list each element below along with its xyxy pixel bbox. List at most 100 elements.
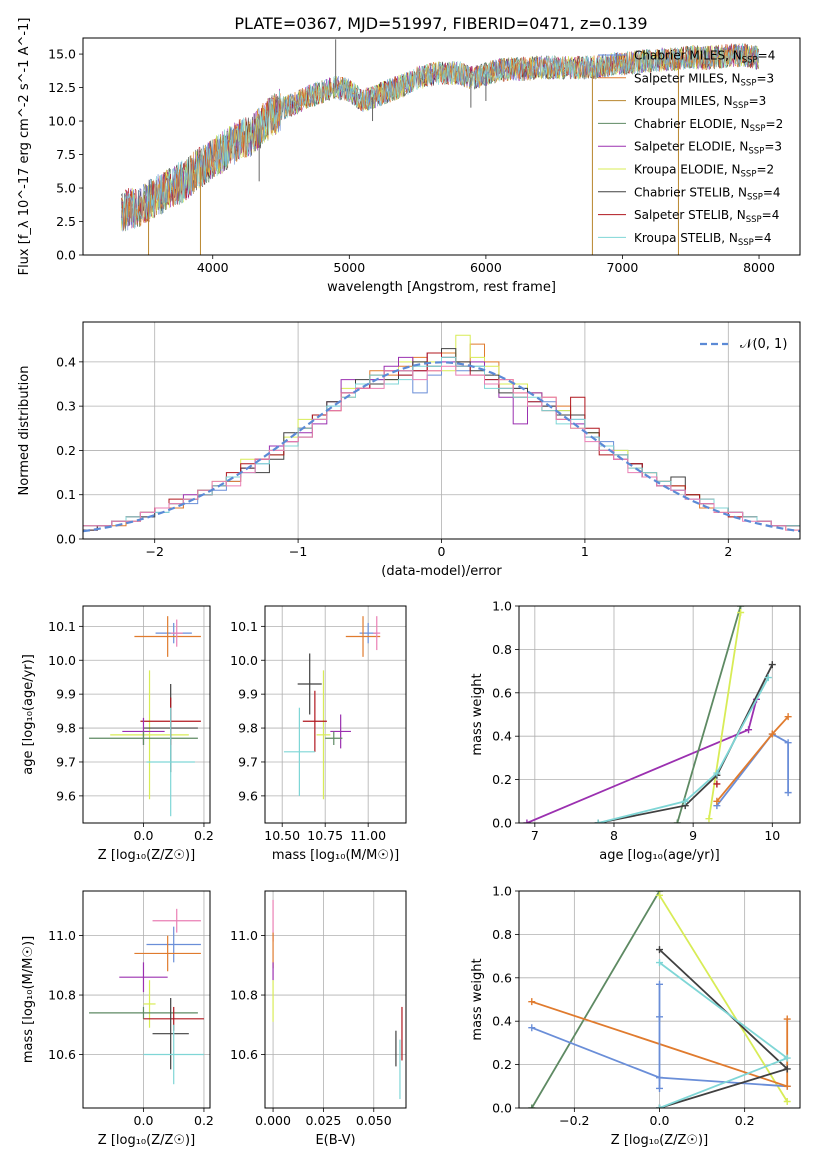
y-tick-label: 0.0 — [492, 1101, 512, 1116]
plot-area — [519, 891, 800, 1108]
weight-marker — [656, 959, 663, 967]
y-tick-label: 10.8 — [230, 988, 258, 1003]
x-axis-label: age [log₁₀(age/yr)] — [599, 848, 720, 863]
weight-marker — [523, 819, 531, 823]
y-tick-label: 7.5 — [56, 147, 76, 162]
y-tick-label: 0.6 — [492, 970, 512, 985]
legend-count: =4 — [758, 49, 776, 63]
y-tick-label: 0.4 — [492, 729, 512, 744]
x-tick-label: 5000 — [333, 260, 365, 275]
axes-frame — [82, 605, 211, 824]
weight-line-kroupa-elodie — [708, 612, 742, 819]
y-tick-label: 10.6 — [48, 1047, 76, 1062]
x-tick-label: 0.0 — [650, 1113, 670, 1128]
y-tick-label: 10.0 — [230, 653, 258, 668]
weight-marker — [784, 739, 792, 747]
axes-frame — [82, 890, 211, 1109]
panel-5: 7 8 9 10 0.0 0.2 0.4 0.6 0.8 1.0 age [log₁₀(age/yr… — [470, 599, 801, 863]
weight-marker — [656, 946, 663, 954]
y-tick-label: 0.2 — [56, 443, 76, 458]
x-axis-label: wavelength [Angstrom, rest frame] — [327, 280, 556, 295]
x-tick-label: 11.00 — [350, 828, 386, 843]
panel-1: 4000 5000 6000 7000 8000 0.0 2.5 5.0 7.5 10.0 12.5… — [17, 18, 801, 295]
x-tick-label: 0.025 — [306, 1113, 342, 1128]
x-tick-label: 1 — [581, 544, 589, 559]
x-tick-label: 8 — [610, 828, 618, 843]
weight-marker — [656, 980, 663, 988]
legend-count: =3 — [756, 71, 774, 85]
legend-subscript: SSP — [741, 170, 757, 180]
y-tick-label: 0.0 — [56, 532, 76, 547]
weight-marker — [783, 1015, 791, 1023]
weight-marker — [783, 1097, 791, 1105]
y-tick-label: 5.0 — [56, 181, 76, 196]
x-tick-label: 7 — [531, 828, 539, 843]
panel-4: 10.50 10.75 11.00 9.6 9.7 9.8 9.9 10.0 10.1 mass … — [230, 605, 407, 863]
legend-label: Kroupa STELIB, NSSP=4 — [634, 231, 772, 248]
y-tick-label: 10.1 — [48, 619, 76, 634]
legend-count: =2 — [766, 117, 784, 131]
legend-label: Salpeter STELIB, NSSP=4 — [634, 208, 779, 225]
panel-6: 0.0 0.2 10.6 10.8 11.0 Z [log₁₀(Z/Z☉)] mass [l… — [21, 890, 214, 1148]
y-tick-label: 9.6 — [56, 788, 76, 803]
x-tick-label: 0.0 — [134, 828, 154, 843]
y-tick-label: 9.8 — [238, 721, 258, 736]
y-tick-label: 10.0 — [48, 653, 76, 668]
weight-marker — [784, 789, 792, 797]
weight-marker — [673, 819, 681, 823]
x-tick-label: 0.000 — [255, 1113, 291, 1128]
weight-marker — [656, 891, 663, 899]
normal-pdf-curve — [83, 361, 800, 533]
x-tick-label: 0.0 — [134, 1113, 154, 1128]
y-axis-label: mass weight — [470, 673, 485, 755]
y-tick-label: 10.1 — [230, 619, 258, 634]
y-tick-label: 15.0 — [48, 47, 76, 62]
axes-frame — [264, 890, 407, 1109]
plot-area — [120, 39, 760, 255]
weight-marker — [528, 1104, 536, 1108]
legend-count: =4 — [763, 185, 781, 199]
x-tick-label: 10 — [764, 828, 780, 843]
axes-frame — [264, 605, 407, 824]
weight-marker — [656, 1013, 663, 1021]
weight-marker — [713, 797, 721, 805]
x-tick-label: 6000 — [470, 260, 502, 275]
plot-area — [83, 606, 210, 823]
y-tick-label: 0.8 — [492, 927, 512, 942]
weight-marker — [656, 1084, 663, 1092]
y-axis-label: mass weight — [470, 958, 485, 1040]
legend-label: Salpeter MILES, NSSP=3 — [634, 71, 774, 88]
y-tick-label: 9.6 — [238, 788, 258, 803]
x-axis-label: (data-model)/error — [381, 564, 502, 579]
y-tick-label: 0.3 — [56, 399, 76, 414]
y-tick-label: 1.0 — [492, 599, 512, 614]
x-tick-label: 0.2 — [194, 828, 214, 843]
axes-frame — [518, 605, 801, 824]
weight-line-kroupa-stelib — [658, 961, 790, 1108]
weight-line-kroupa-stelib — [597, 677, 770, 823]
weight-line-salpeter-elodie — [526, 699, 758, 823]
weight-marker — [768, 661, 776, 669]
y-tick-label: 9.8 — [56, 721, 76, 736]
y-tick-label: 0.2 — [492, 772, 512, 787]
weight-marker — [713, 769, 721, 777]
plot-area — [265, 606, 406, 823]
x-axis-label: E(B-V) — [315, 1133, 355, 1148]
legend-label: 𝒩(0, 1) — [740, 337, 787, 352]
y-tick-label: 0.2 — [492, 1057, 512, 1072]
x-tick-label: −1 — [289, 544, 307, 559]
panel-8: −0.2 0.0 0.2 0.0 0.2 0.4 0.6 0.8 1.0 Z [log₁₀(Z/Z… — [470, 884, 801, 1148]
x-tick-label: 0.2 — [735, 1113, 755, 1128]
panel-7: 0.000 0.025 0.050 10.6 10.8 11.0 E(B-V) — [230, 890, 407, 1148]
legend-label: Salpeter ELODIE, NSSP=3 — [634, 140, 782, 157]
plot-area — [83, 322, 800, 539]
y-tick-label: 9.7 — [56, 754, 76, 769]
weight-marker — [783, 1082, 791, 1090]
legend-count: =3 — [764, 140, 782, 154]
legend-subscript: SSP — [750, 124, 766, 134]
panel-2: −2 −1 0 1 2 0.0 0.1 0.2 0.3 0.4 (data-model)/error… — [17, 321, 801, 579]
y-tick-label: 10.6 — [230, 1047, 258, 1062]
y-tick-label: 0.0 — [492, 816, 512, 831]
x-tick-label: 10.50 — [264, 828, 300, 843]
